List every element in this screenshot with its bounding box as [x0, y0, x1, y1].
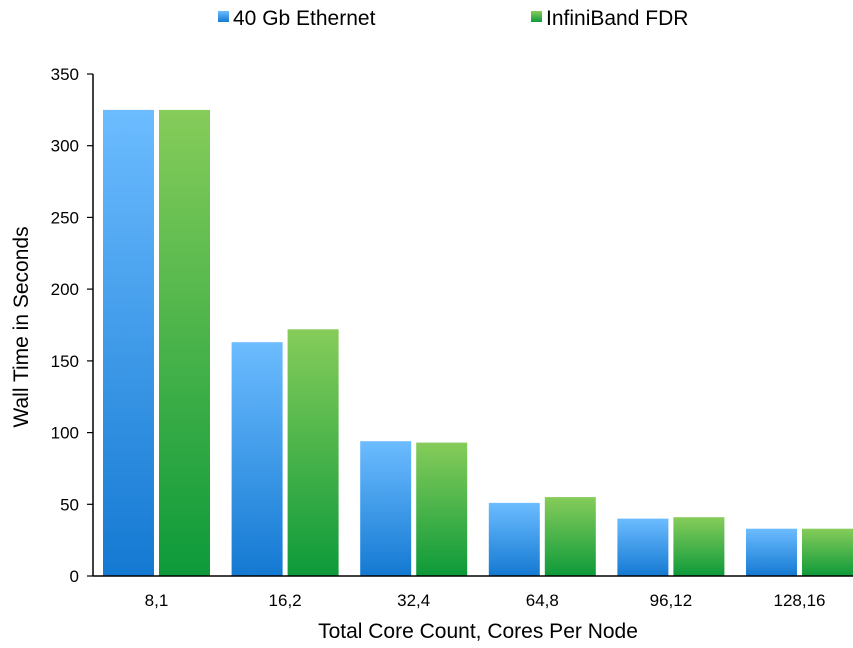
bar-infiniband-5 [802, 528, 853, 576]
y-axis-ticks: 0 50 100 150 200 250 300 350 [51, 65, 93, 586]
legend-swatch-infiniband [531, 11, 542, 22]
legend-swatch-ethernet [218, 11, 229, 22]
x-tick-label: 32,4 [397, 591, 430, 610]
x-tick-label: 128,16 [774, 591, 826, 610]
y-tick-label: 150 [51, 352, 79, 371]
y-tick-label: 350 [51, 65, 79, 84]
y-tick-label: 50 [60, 495, 79, 514]
bar-ethernet-0 [103, 109, 154, 577]
bar-infiniband-0 [159, 109, 210, 577]
x-tick-label: 64,8 [526, 591, 559, 610]
x-axis-ticks: 8,1 16,2 32,4 64,8 96,12 128,16 [145, 591, 826, 610]
x-axis-title: Total Core Count, Cores Per Node [318, 620, 638, 643]
bar-infiniband-2 [416, 442, 468, 576]
y-tick-label: 100 [51, 424, 79, 443]
x-tick-label: 8,1 [145, 591, 169, 610]
bar-ethernet-1 [231, 342, 283, 576]
bar-infiniband-1 [287, 329, 339, 576]
bar-ethernet-3 [488, 502, 540, 576]
legend-label-ethernet: 40 Gb Ethernet [233, 7, 376, 30]
bar-ethernet-2 [360, 441, 412, 576]
bar-infiniband-3 [544, 497, 596, 576]
bars-group [103, 109, 853, 577]
y-tick-label: 250 [51, 208, 79, 227]
y-tick-label: 300 [51, 137, 79, 156]
legend-label-infiniband: InfiniBand FDR [546, 7, 688, 30]
legend: 40 Gb Ethernet InfiniBand FDR [218, 7, 688, 30]
x-tick-label: 96,12 [650, 591, 693, 610]
x-tick-label: 16,2 [269, 591, 302, 610]
y-tick-label: 200 [51, 280, 79, 299]
bar-ethernet-5 [746, 528, 797, 576]
bar-infiniband-4 [673, 517, 725, 576]
y-tick-label: 0 [70, 567, 79, 586]
y-axis-title: Wall Time in Seconds [10, 226, 33, 427]
bar-ethernet-4 [617, 518, 669, 576]
